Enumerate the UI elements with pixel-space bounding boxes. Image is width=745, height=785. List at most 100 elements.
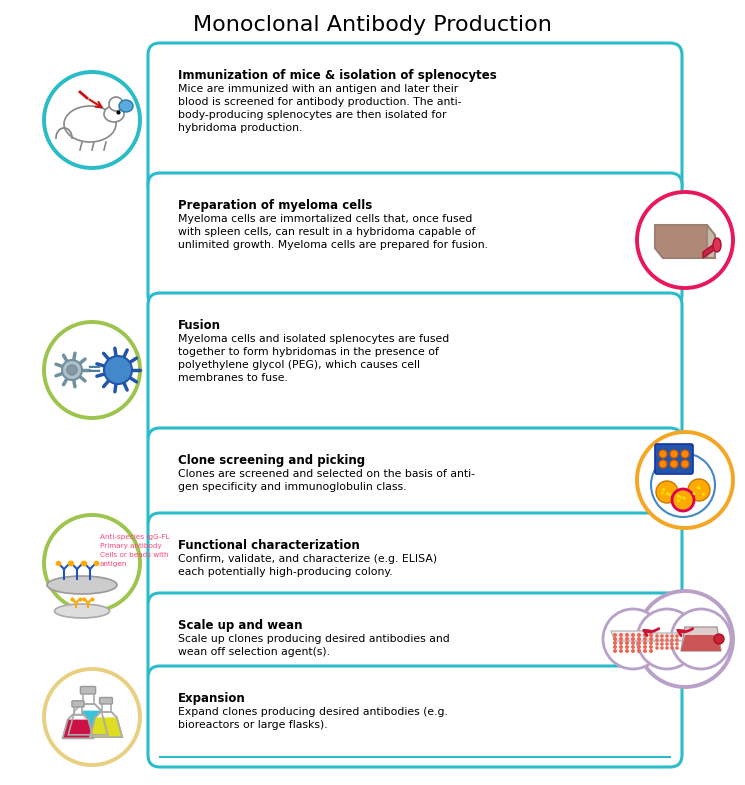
Circle shape [619,641,623,645]
Text: body-producing splenocytes are then isolated for: body-producing splenocytes are then isol… [178,110,450,120]
Circle shape [666,493,669,496]
Circle shape [697,492,700,495]
FancyBboxPatch shape [148,666,682,767]
Polygon shape [69,704,108,735]
Circle shape [665,488,668,491]
Circle shape [637,591,733,687]
Circle shape [659,460,667,468]
Circle shape [675,642,679,646]
Text: Mice are immunized with an antigen and later their: Mice are immunized with an antigen and l… [178,84,458,94]
Circle shape [665,495,668,497]
Polygon shape [90,717,122,737]
Circle shape [675,634,679,637]
Polygon shape [101,703,110,712]
Circle shape [637,192,733,288]
Text: Preparation of myeloma cells: Preparation of myeloma cells [178,199,372,212]
Circle shape [675,646,679,650]
Text: blood is screened for antibody production. The anti-: blood is screened for antibody productio… [178,97,461,107]
Circle shape [625,637,629,641]
Polygon shape [63,720,93,739]
Polygon shape [703,242,717,258]
Polygon shape [681,635,721,651]
Circle shape [631,649,635,653]
FancyBboxPatch shape [148,293,682,447]
Text: Expand clones producing desired antibodies (e.g.: Expand clones producing desired antibodi… [178,707,448,717]
Circle shape [655,638,659,642]
Ellipse shape [119,100,133,112]
Circle shape [649,641,653,645]
Circle shape [643,645,647,649]
Text: bioreactors or large flasks).: bioreactors or large flasks). [178,720,328,730]
Ellipse shape [104,106,124,122]
Text: hybridoma production.: hybridoma production. [178,123,302,133]
FancyBboxPatch shape [655,444,693,474]
Ellipse shape [64,106,116,142]
Polygon shape [83,693,94,704]
Text: =: = [86,361,101,379]
FancyBboxPatch shape [148,593,682,685]
Circle shape [670,460,678,468]
Circle shape [688,479,710,501]
Text: Monoclonal Antibody Production: Monoclonal Antibody Production [192,15,551,35]
Text: each potentially high-producing colony.: each potentially high-producing colony. [178,567,393,577]
Text: Immunization of mice & isolation of splenocytes: Immunization of mice & isolation of sple… [178,69,497,82]
Ellipse shape [47,576,117,594]
Circle shape [637,432,733,528]
Text: together to form hybridomas in the presence of: together to form hybridomas in the prese… [178,347,439,357]
Circle shape [655,634,659,637]
Circle shape [637,641,641,645]
Circle shape [637,637,641,641]
Circle shape [625,633,629,637]
Circle shape [637,609,697,669]
Circle shape [631,641,635,645]
Circle shape [660,642,664,646]
Circle shape [637,633,641,637]
Text: Cells or beads with: Cells or beads with [100,552,168,558]
Text: antigen: antigen [100,561,127,567]
Circle shape [659,450,667,458]
Circle shape [670,634,673,637]
Circle shape [62,360,82,380]
Circle shape [67,365,77,375]
Circle shape [619,645,623,649]
Circle shape [625,645,629,649]
Circle shape [672,489,694,511]
Polygon shape [90,712,122,737]
Circle shape [683,502,686,506]
Circle shape [703,484,706,487]
Circle shape [655,642,659,646]
Circle shape [660,634,664,637]
Circle shape [109,97,123,111]
Circle shape [619,637,623,641]
Circle shape [684,498,687,502]
Circle shape [643,641,647,645]
Ellipse shape [713,238,721,252]
Polygon shape [611,631,659,641]
Text: membranes to fuse.: membranes to fuse. [178,373,288,383]
Text: Primary antibody: Primary antibody [100,543,162,549]
FancyBboxPatch shape [148,428,682,532]
Text: unlimited growth. Myeloma cells are prepared for fusion.: unlimited growth. Myeloma cells are prep… [178,240,488,250]
Text: Myeloma cells are immortalized cells that, once fused: Myeloma cells are immortalized cells tha… [178,214,472,224]
Circle shape [655,646,659,650]
Circle shape [670,638,673,642]
Text: Functional characterization: Functional characterization [178,539,360,552]
Circle shape [631,645,635,649]
Circle shape [637,645,641,649]
Circle shape [613,633,617,637]
Text: polyethylene glycol (PEG), which causes cell: polyethylene glycol (PEG), which causes … [178,360,420,370]
Circle shape [660,646,664,650]
Circle shape [44,669,140,765]
Circle shape [619,649,623,653]
Circle shape [649,637,653,641]
Circle shape [662,490,665,492]
Circle shape [104,356,132,384]
Polygon shape [74,706,82,714]
FancyBboxPatch shape [148,43,682,197]
Circle shape [670,646,673,650]
FancyBboxPatch shape [72,701,84,707]
Circle shape [670,642,673,646]
Text: Myeloma cells and isolated splenocytes are fused: Myeloma cells and isolated splenocytes a… [178,334,449,344]
Text: Anti-species IgG-FL: Anti-species IgG-FL [100,534,170,540]
Text: wean off selection agent(s).: wean off selection agent(s). [178,647,330,657]
